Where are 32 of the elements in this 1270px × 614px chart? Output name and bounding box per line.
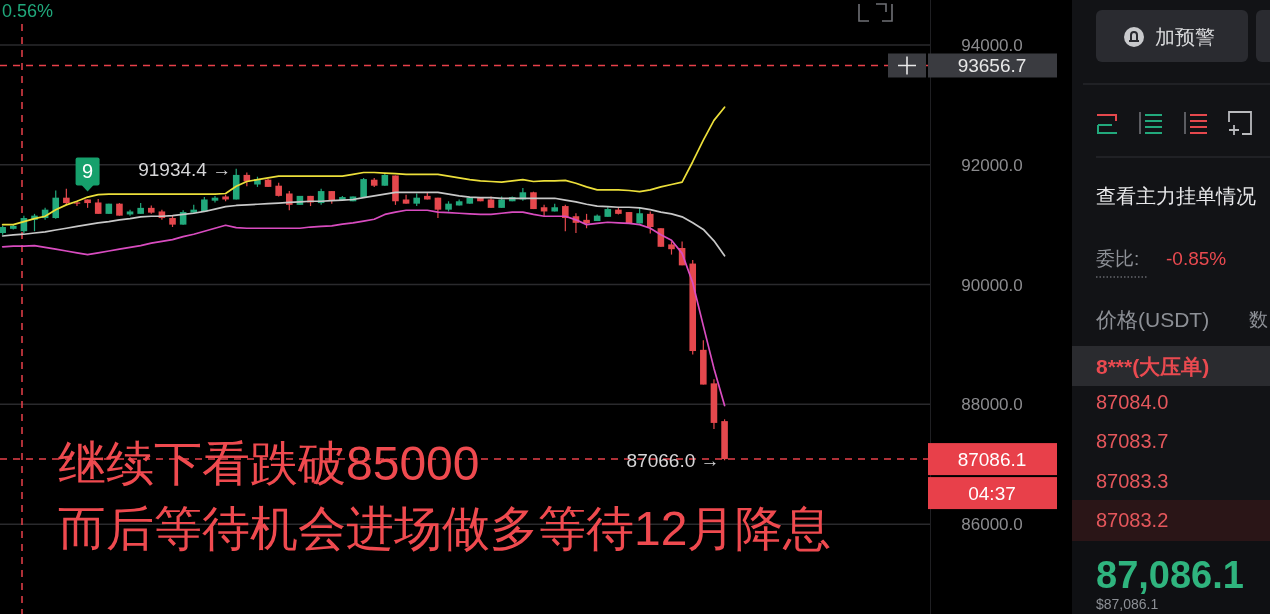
text: 87083.3 (1096, 470, 1169, 492)
y-tick-label: 90000.0 (961, 275, 1023, 295)
text: 87083.2 (1096, 509, 1169, 531)
line-series (1, 106, 726, 226)
ref-line-label: 93656.7 (957, 54, 1027, 76)
text: -0.85% (1166, 247, 1227, 269)
y-tick-label: 88000.0 (961, 394, 1023, 414)
text: 价格(USDT) (1095, 307, 1210, 331)
text: 加预警 (1155, 26, 1215, 48)
annotation: 91934.4 → (138, 158, 232, 180)
candlestick (52, 189, 60, 220)
y-tick-label: 92000.0 (961, 155, 1023, 175)
candlestick (646, 210, 654, 235)
text: 委比: (1096, 247, 1140, 269)
annotation: 87066.0 → (626, 449, 720, 471)
annotation: 0.56% (2, 1, 54, 21)
text: 87083.7 (1096, 430, 1169, 452)
text: 查看主力挂单情况 (1096, 185, 1256, 207)
flag: 9 (75, 157, 100, 192)
y-tick-label: 94000.0 (961, 35, 1023, 55)
line-series (1, 191, 726, 257)
text: 数 (1249, 308, 1268, 330)
annotation: 继续下看跌破85000 (58, 436, 480, 490)
text: 8***(大压单) (1096, 354, 1210, 378)
annotation: 而后等待机会进场做多等待12月降息 (58, 501, 832, 555)
annotation: 9 (82, 160, 94, 183)
text: 87,086.1 (1096, 554, 1244, 596)
text: 04:37 (968, 482, 1016, 504)
y-tick-label: 86000.0 (961, 514, 1023, 534)
text: 87084.0 (1096, 391, 1169, 413)
text: $87,086.1 (1096, 596, 1159, 612)
ref-line-label: 87086.1 (957, 448, 1027, 470)
